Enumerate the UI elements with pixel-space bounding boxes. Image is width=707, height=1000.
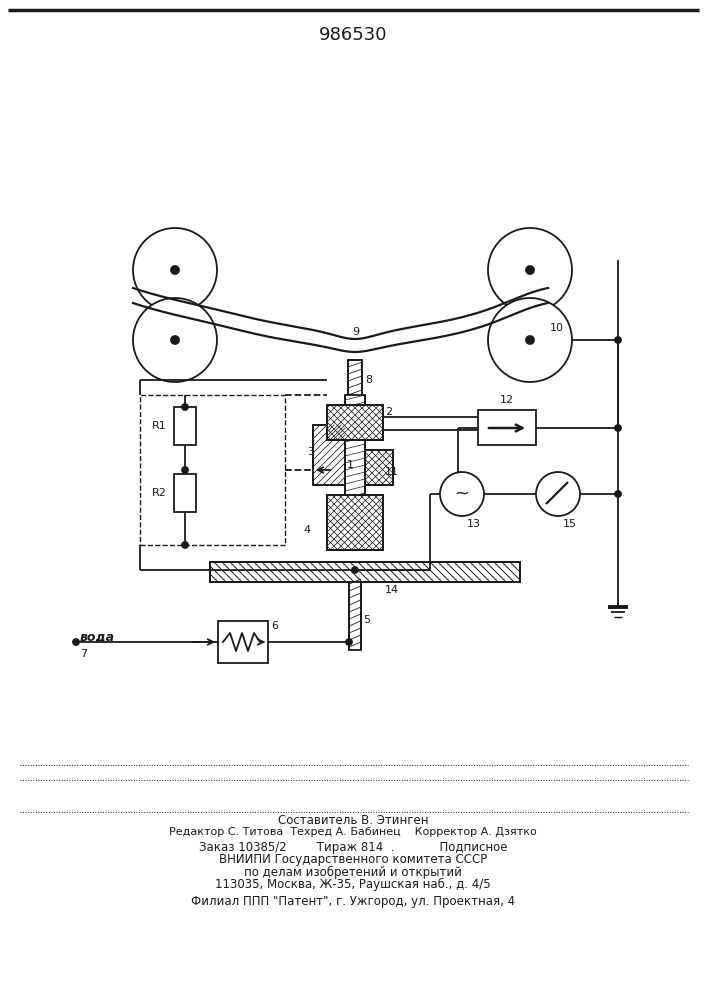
Circle shape	[182, 467, 188, 473]
Circle shape	[346, 639, 352, 645]
Bar	[174, 407, 196, 445]
Circle shape	[73, 639, 79, 645]
Circle shape	[133, 298, 217, 382]
Bar	[210, 562, 520, 582]
Bar	[140, 395, 285, 545]
Text: R2: R2	[152, 488, 167, 498]
Bar	[365, 450, 393, 485]
Text: 5: 5	[363, 615, 370, 625]
Text: по делам изобретений и открытий: по делам изобретений и открытий	[244, 865, 462, 879]
Text: 11: 11	[385, 467, 399, 477]
Circle shape	[352, 567, 358, 573]
Text: Составитель В. Этинген: Составитель В. Этинген	[278, 814, 428, 826]
Circle shape	[171, 336, 179, 344]
Bar	[365, 450, 393, 485]
Text: 8: 8	[365, 375, 372, 385]
Bar	[345, 395, 365, 550]
Circle shape	[171, 266, 179, 274]
Bar	[478, 410, 536, 445]
Text: Редактор С. Титова  Техред А. Бабинец    Корректор А. Дзятко: Редактор С. Титова Техред А. Бабинец Кор…	[169, 827, 537, 837]
Circle shape	[526, 266, 534, 274]
Text: ~: ~	[455, 485, 469, 503]
Circle shape	[488, 298, 572, 382]
Text: ВНИИПИ Государственного комитета СССР: ВНИИПИ Государственного комитета СССР	[219, 854, 487, 866]
Text: вода: вода	[80, 631, 115, 644]
Bar	[174, 474, 196, 512]
Circle shape	[615, 425, 621, 431]
Text: 9: 9	[352, 327, 359, 337]
Text: 3: 3	[307, 447, 314, 457]
Circle shape	[615, 491, 621, 497]
Text: R1: R1	[152, 421, 167, 431]
Bar	[218, 621, 268, 663]
Bar	[327, 495, 383, 550]
Bar	[327, 405, 383, 440]
Text: 986530: 986530	[319, 26, 387, 44]
Text: 14: 14	[385, 585, 399, 595]
Text: 13: 13	[467, 519, 481, 529]
Text: 7: 7	[80, 649, 87, 659]
Circle shape	[536, 472, 580, 516]
Bar	[327, 405, 383, 440]
Text: 12: 12	[500, 395, 514, 405]
Text: 113035, Москва, Ж-35, Раушская наб., д. 4/5: 113035, Москва, Ж-35, Раушская наб., д. …	[215, 877, 491, 891]
Circle shape	[488, 228, 572, 312]
Bar	[313, 425, 345, 485]
Bar	[327, 495, 383, 550]
Bar	[210, 562, 520, 582]
Text: 4: 4	[303, 525, 310, 535]
Text: 10: 10	[550, 323, 564, 333]
Text: 15: 15	[563, 519, 577, 529]
Bar	[349, 582, 361, 650]
Text: Филиал ППП "Патент", г. Ужгород, ул. Проектная, 4: Филиал ППП "Патент", г. Ужгород, ул. Про…	[191, 896, 515, 908]
Text: 2: 2	[385, 407, 392, 417]
Text: Заказ 10385/2        Тираж 814  .            Подписное: Заказ 10385/2 Тираж 814 . Подписное	[199, 842, 507, 854]
Text: 1: 1	[346, 460, 354, 470]
Circle shape	[182, 404, 188, 410]
Circle shape	[440, 472, 484, 516]
Circle shape	[133, 228, 217, 312]
Bar	[348, 360, 362, 405]
Text: 6: 6	[271, 621, 278, 631]
Circle shape	[182, 542, 188, 548]
Circle shape	[526, 336, 534, 344]
Circle shape	[615, 337, 621, 343]
